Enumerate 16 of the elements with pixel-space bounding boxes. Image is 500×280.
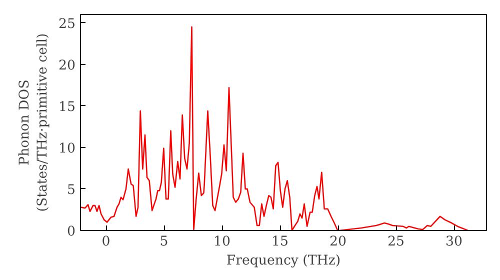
x-tick-label: 25 — [388, 234, 405, 250]
x-tick-label: 10 — [214, 234, 231, 250]
y-tick-label: 0 — [67, 224, 76, 240]
y-tick-label: 15 — [58, 100, 76, 115]
x-tick-label: 15 — [272, 234, 289, 250]
y-tick-label: 5 — [67, 182, 76, 198]
x-tick-label: 30 — [446, 234, 463, 250]
x-tick-label: 0 — [102, 234, 110, 250]
line-series — [80, 26, 469, 230]
y-tick-label: 20 — [58, 58, 76, 74]
x-tick-label: 5 — [160, 234, 168, 250]
y-axis-title: Phonon DOS (States/THz·primitive cell) — [18, 33, 51, 212]
x-axis-title: Frequency (THz) — [226, 254, 341, 268]
x-tick-label: 20 — [330, 234, 347, 250]
y-tick-label: 10 — [58, 141, 76, 156]
y-tick-label: 25 — [58, 16, 76, 32]
